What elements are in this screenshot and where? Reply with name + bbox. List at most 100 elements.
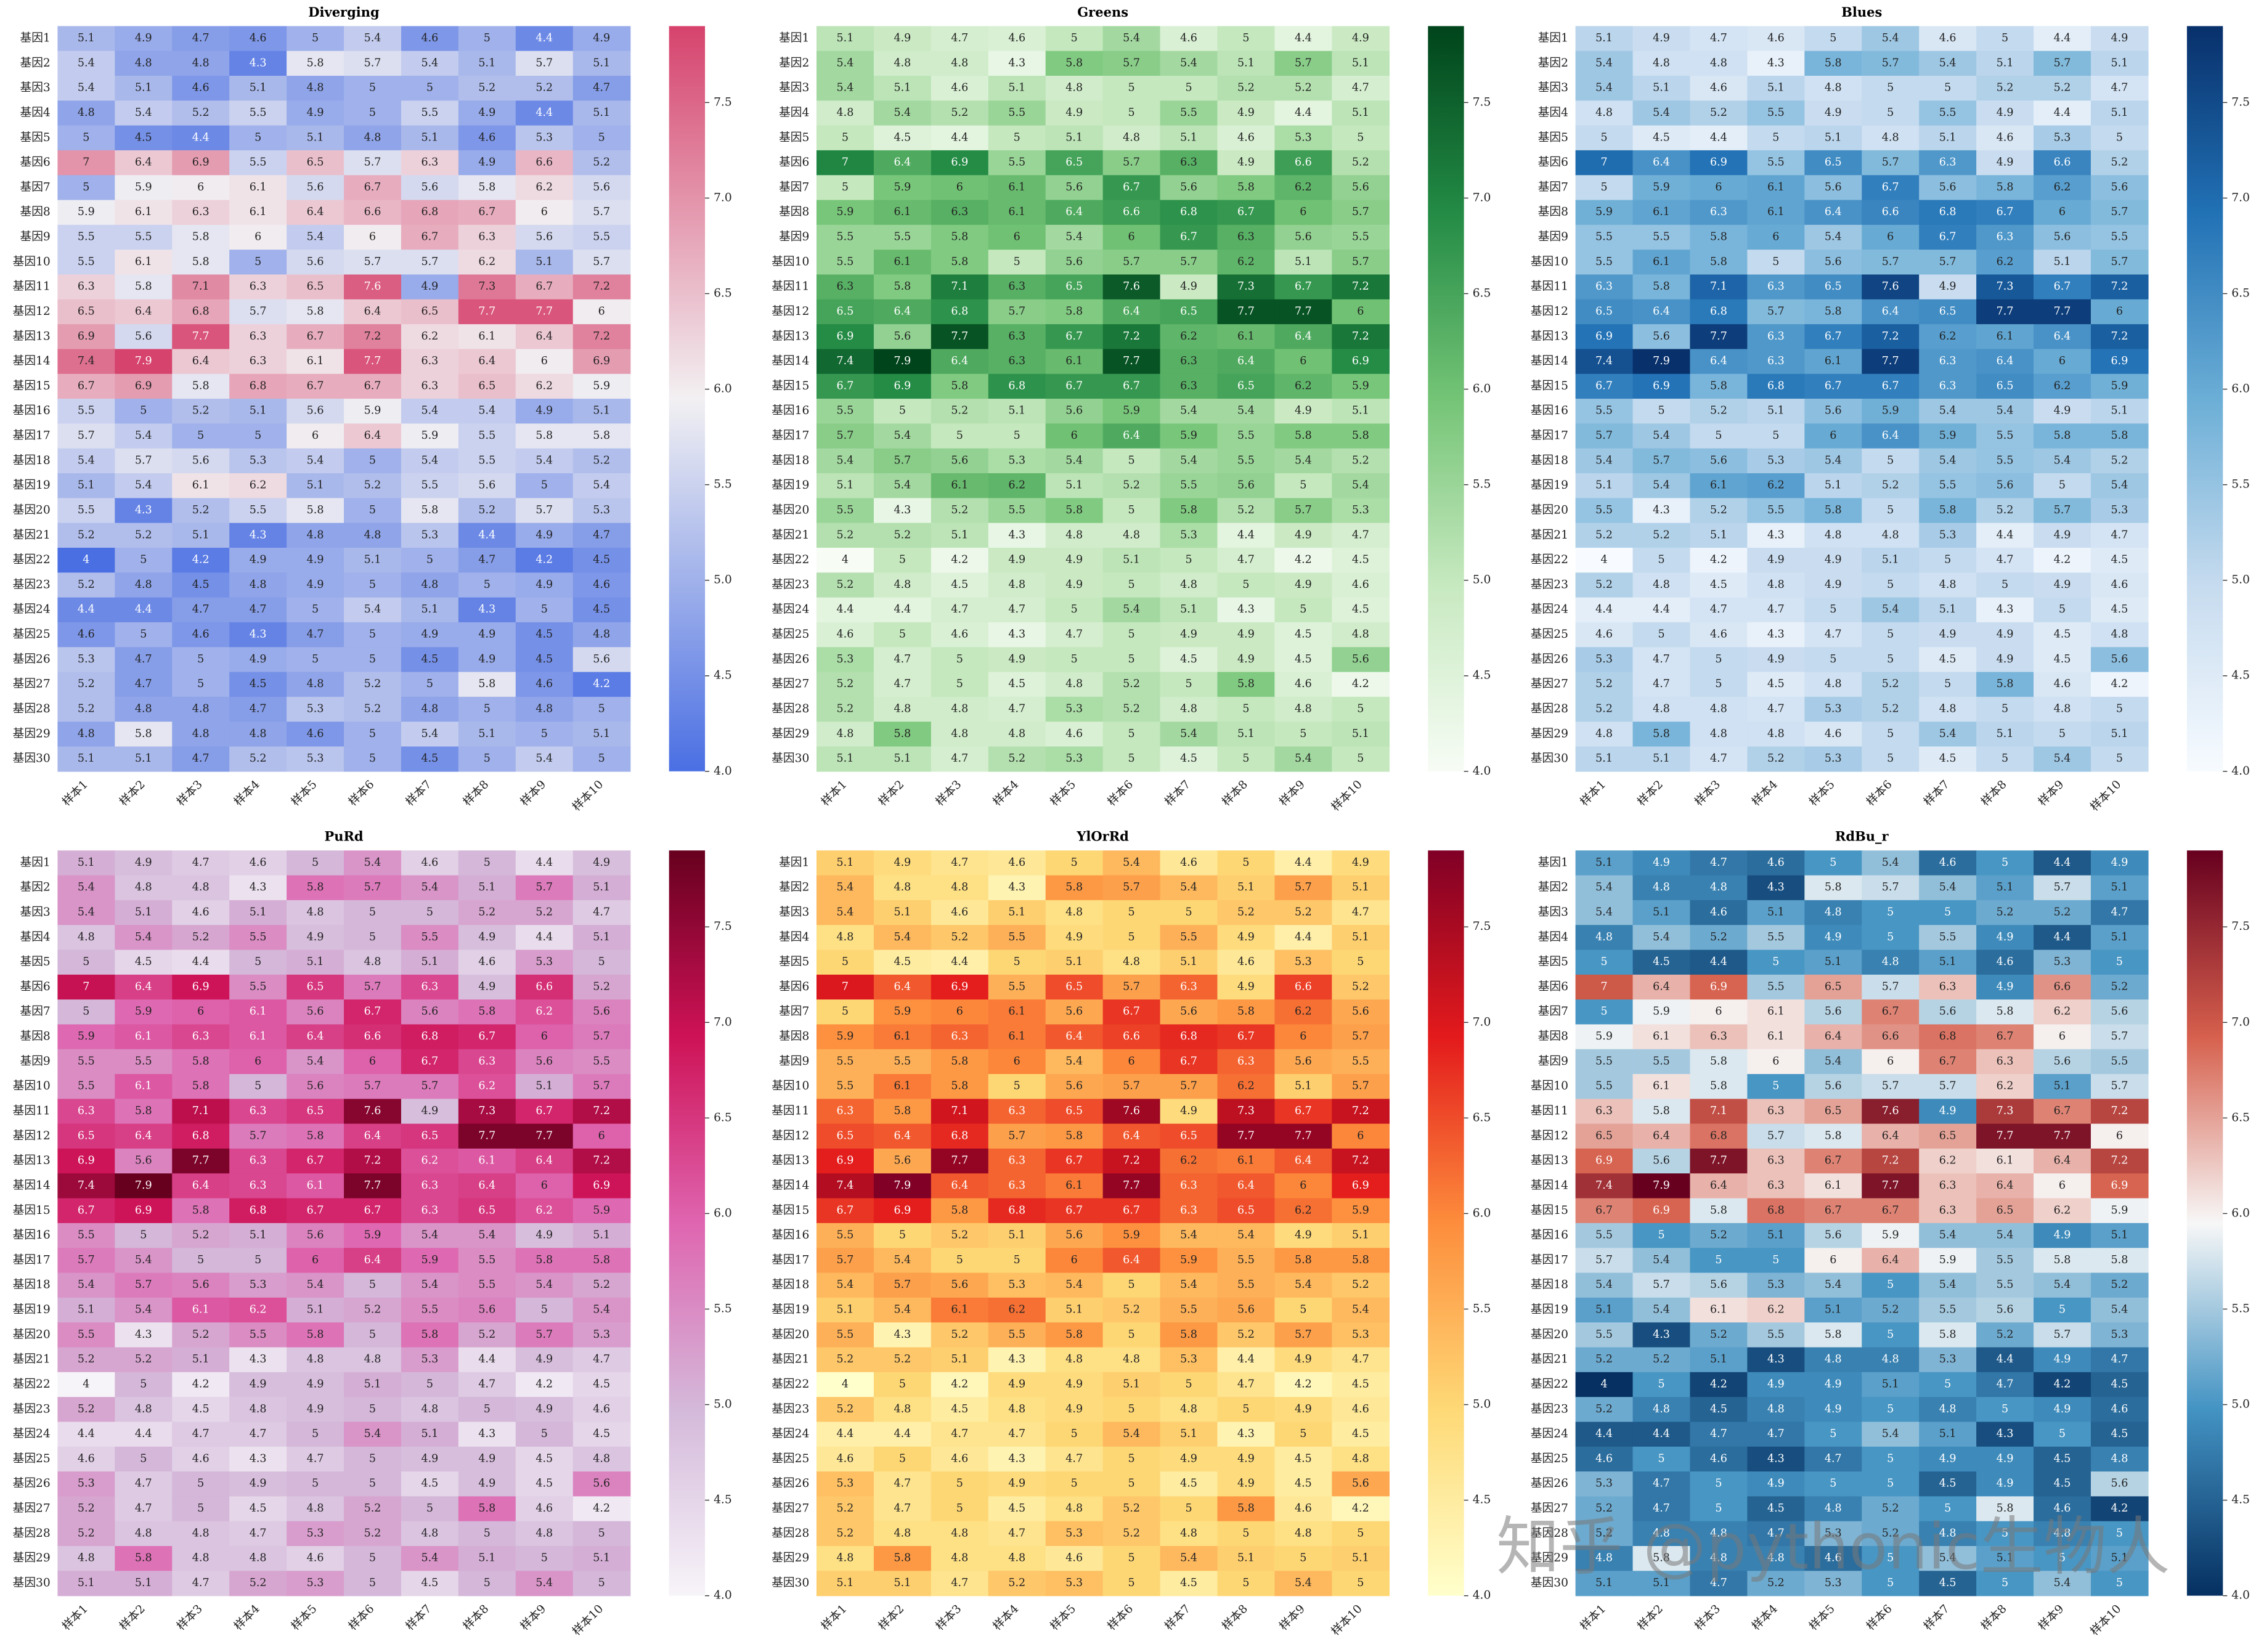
heatmap-cell	[572, 299, 631, 325]
cell-label: 6.2	[1295, 1006, 1312, 1018]
cell-label: 4.4	[1997, 529, 2014, 541]
cell-label: 4.7	[1767, 1428, 1785, 1440]
cell-label: 4.5	[2054, 629, 2071, 641]
cell-label: 5.1	[593, 1229, 610, 1242]
cell-label: 6.7	[1882, 380, 1899, 392]
heatmap-cell	[458, 448, 516, 474]
cell-label: 6	[956, 181, 963, 193]
cell-label: 5.1	[1997, 728, 2014, 740]
cell-label: 5.4	[1123, 603, 1140, 616]
cell-label: 5.3	[837, 1478, 854, 1490]
cell-label: 5.3	[307, 752, 324, 765]
cell-label: 5.7	[1767, 305, 1785, 317]
cell-label: 5.2	[1997, 82, 2014, 94]
cell-label: 5	[1071, 32, 1078, 44]
cell-label: 5.8	[478, 181, 495, 193]
cell-label: 5.6	[1237, 479, 1255, 492]
cell-label: 4.9	[307, 1378, 324, 1390]
cell-label: 5	[255, 1080, 261, 1093]
cell-label: 5	[842, 1006, 849, 1018]
cell-label: 5.1	[421, 131, 438, 144]
colorbar-tick-label: 5.0	[2231, 574, 2250, 587]
y-tick-label: 基因24	[1531, 603, 1568, 616]
cell-label: 7.7	[1997, 1129, 2014, 1142]
cell-label: 5.2	[1653, 529, 1670, 541]
cell-label: 5.2	[894, 1353, 911, 1365]
cell-label: 5.9	[837, 206, 854, 218]
cell-label: 5.5	[478, 429, 495, 442]
cell-label: 5.6	[593, 1006, 610, 1018]
cell-label: 5	[369, 1452, 376, 1465]
colorbar-tick-label: 5.5	[2231, 1302, 2250, 1315]
cell-label: 5.7	[1008, 305, 1025, 317]
heatmap-cell	[57, 51, 116, 76]
y-tick-label: 基因28	[1531, 702, 1568, 715]
cell-label: 4.8	[192, 57, 210, 69]
x-tick-label: 样本2	[876, 1603, 907, 1634]
cell-label: 5.7	[1882, 57, 1899, 69]
heatmap-cell	[287, 150, 344, 176]
cell-label: 4.9	[2054, 1353, 2071, 1365]
cell-label: 4.6	[1595, 1452, 1613, 1465]
cell-label: 5.2	[951, 1229, 968, 1242]
cell-label: 5	[83, 1006, 89, 1018]
cell-label: 6.7	[1065, 1204, 1083, 1216]
cell-label: 5.7	[1352, 1030, 1369, 1043]
cell-label: 5	[1830, 1478, 1836, 1490]
cell-label: 5.4	[1180, 57, 1197, 69]
cell-label: 4.7	[593, 906, 610, 918]
x-tick-label: 样本10	[2088, 778, 2124, 814]
cell-label: 5.3	[307, 1577, 324, 1589]
cell-label: 5.8	[135, 1552, 152, 1565]
cell-label: 6	[312, 429, 319, 442]
cell-label: 4.4	[135, 1428, 152, 1440]
cell-label: 4.8	[1008, 1552, 1025, 1565]
cell-label: 5	[1128, 1329, 1135, 1341]
y-tick-label: 基因7	[20, 1005, 51, 1018]
cell-label: 5.6	[421, 181, 438, 193]
cell-label: 4.6	[478, 956, 495, 968]
cell-label: 5.9	[837, 1030, 854, 1043]
cell-label: 5	[369, 82, 376, 94]
cell-label: 5.1	[192, 1353, 210, 1365]
heatmap-cell	[172, 299, 230, 325]
cell-label: 6.6	[535, 157, 553, 169]
cell-label: 5.5	[1653, 1055, 1670, 1067]
cell-label: 6.4	[1653, 1129, 1670, 1142]
cell-label: 6.4	[1997, 355, 2014, 367]
y-tick-label: 基因20	[772, 503, 809, 516]
y-tick-label: 基因17	[13, 1253, 51, 1266]
cell-label: 5.7	[1123, 980, 1140, 993]
cell-label: 6.7	[1237, 1030, 1255, 1043]
heatmap-cell	[115, 200, 173, 226]
cell-label: 4.4	[535, 107, 553, 119]
heatmap-cell	[172, 423, 230, 449]
y-tick-label: 基因17	[772, 429, 809, 442]
colorbar-tick-label: 4.0	[1473, 765, 1491, 778]
cell-label: 4.8	[837, 1552, 854, 1565]
cell-label: 7.7	[951, 330, 968, 343]
cell-label: 6.3	[1767, 330, 1785, 343]
cell-label: 5.2	[1882, 678, 1899, 690]
cell-label: 4.5	[1653, 956, 1670, 968]
y-tick-label: 基因25	[13, 1452, 51, 1465]
cell-label: 4.9	[2054, 529, 2071, 541]
cell-label: 5.4	[1295, 454, 1312, 466]
cell-label: 6.4	[894, 980, 911, 993]
cell-label: 4.5	[593, 554, 610, 566]
cell-label: 4.4	[2054, 857, 2071, 869]
colorbar-tick-label: 6.0	[2231, 383, 2250, 396]
heatmap-cell	[172, 324, 230, 350]
cell-label: 5	[1772, 956, 1779, 968]
heatmap-cell	[344, 125, 402, 151]
cell-label: 4.8	[837, 728, 854, 740]
cell-label: 4.3	[250, 1452, 267, 1465]
cell-label: 4.9	[478, 653, 495, 665]
cell-label: 4.6	[1710, 906, 1727, 918]
cell-label: 5.8	[192, 1204, 210, 1216]
cell-label: 5.2	[1352, 980, 1369, 993]
cell-label: 5.3	[1180, 529, 1197, 541]
heatmap-cell	[572, 423, 631, 449]
cell-label: 5.4	[894, 479, 911, 492]
cell-label: 5.8	[2054, 429, 2071, 442]
